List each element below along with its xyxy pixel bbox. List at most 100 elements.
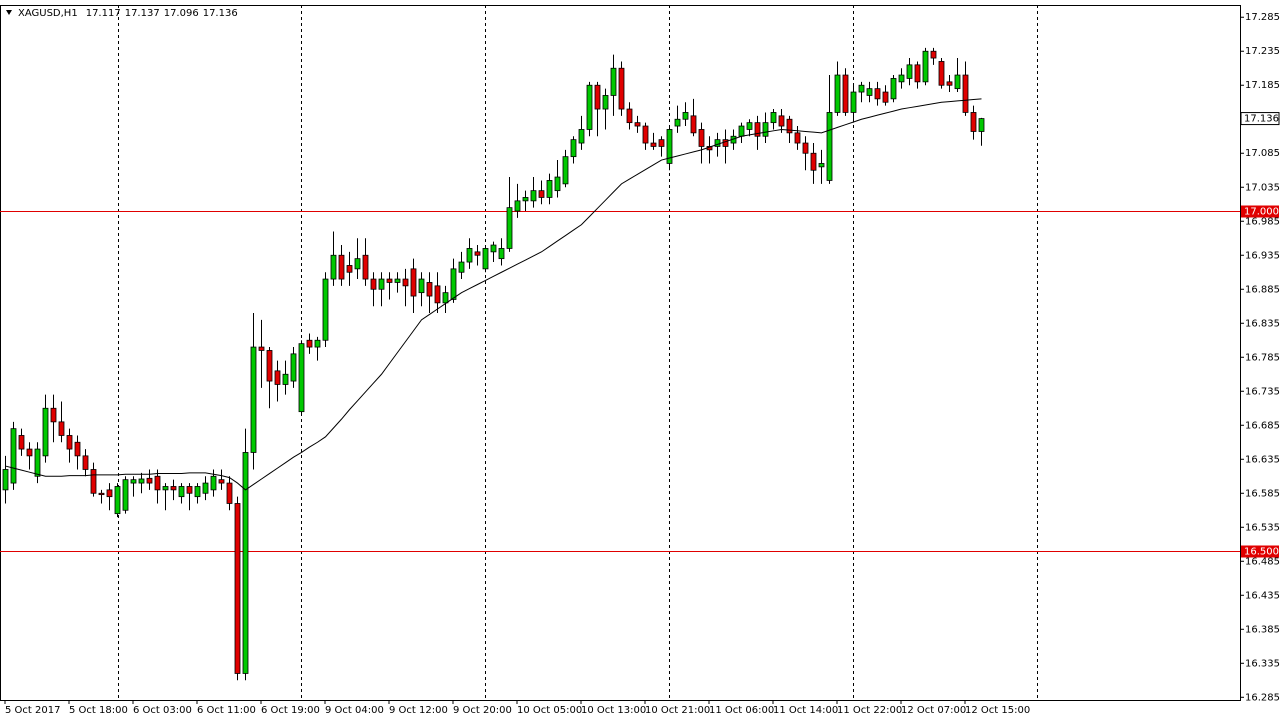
- candle-body: [754, 122, 761, 137]
- candle-body: [842, 74, 849, 113]
- candle-body: [682, 112, 689, 120]
- candle-body: [490, 244, 497, 253]
- candle-body: [18, 435, 25, 450]
- price-label-box: [1240, 112, 1280, 126]
- candle-body: [906, 64, 913, 79]
- x-tick-label: 12 Oct 07:00: [901, 705, 966, 716]
- candle-body: [858, 84, 865, 93]
- y-tick-label: 16.835: [1245, 318, 1280, 329]
- candle-body: [674, 118, 681, 127]
- candle-body: [938, 61, 945, 86]
- candle-body: [970, 112, 977, 132]
- price-label: 17.136: [1244, 114, 1279, 125]
- candle-body: [458, 261, 465, 273]
- y-tick-label: 17.085: [1245, 148, 1280, 159]
- candle-body: [650, 142, 657, 147]
- candle-body: [522, 197, 529, 202]
- candle-body: [530, 190, 537, 202]
- candle-body: [346, 265, 353, 273]
- candle-body: [882, 91, 889, 103]
- candle-body: [946, 81, 953, 86]
- candle-body: [914, 64, 921, 83]
- candle-body: [122, 479, 129, 511]
- candle-body: [314, 339, 321, 348]
- moving-average: [5, 98, 982, 491]
- candle-body: [106, 489, 113, 498]
- candle-body: [450, 268, 457, 300]
- candle-body: [210, 475, 217, 491]
- candle-body: [26, 448, 33, 457]
- x-tick-label: 6 Oct 11:00: [197, 705, 256, 716]
- candle-body: [810, 152, 817, 171]
- candle-body: [930, 50, 937, 59]
- candle-body: [42, 407, 49, 457]
- x-tick-label: 11 Oct 06:00: [709, 705, 774, 716]
- candle-body: [226, 482, 233, 504]
- candle-body: [834, 74, 841, 113]
- candle-body: [866, 88, 873, 96]
- candle-body: [426, 282, 433, 297]
- candle-body: [202, 482, 209, 494]
- candle-body: [74, 441, 81, 457]
- candle-body: [234, 503, 241, 674]
- y-tick-label: 16.985: [1245, 216, 1280, 227]
- candle-body: [90, 469, 97, 494]
- candle-body: [538, 190, 545, 198]
- level-label: 16.500: [1244, 547, 1279, 558]
- candle-body: [306, 339, 313, 348]
- candle-body: [258, 346, 265, 351]
- candle-body: [746, 122, 753, 130]
- candle-body: [874, 88, 881, 100]
- candle-body: [218, 479, 225, 484]
- candle-body: [826, 112, 833, 181]
- header-field: 17.136: [203, 8, 238, 19]
- candle-body: [586, 84, 593, 130]
- candle-body: [578, 129, 585, 144]
- candle-body: [698, 129, 705, 147]
- y-tick-label: 16.435: [1245, 590, 1280, 601]
- candle-body: [442, 292, 449, 304]
- header-field: XAGUSD,H1: [18, 8, 78, 19]
- candle-body: [186, 486, 193, 494]
- x-tick-label: 5 Oct 2017: [5, 705, 60, 716]
- x-tick-label: 11 Oct 14:00: [773, 705, 838, 716]
- candle-body: [786, 118, 793, 134]
- candle-body: [466, 248, 473, 263]
- x-tick-label: 10 Oct 13:00: [581, 705, 646, 716]
- level-label-box: [1241, 205, 1279, 218]
- candle-body: [82, 455, 89, 470]
- y-tick-label: 16.935: [1245, 250, 1280, 261]
- candle-body: [370, 278, 377, 290]
- x-tick-label: 6 Oct 03:00: [133, 705, 192, 716]
- candle-body: [338, 254, 345, 280]
- candle-body: [642, 125, 649, 144]
- candle-body: [322, 278, 329, 341]
- candle-body: [978, 118, 985, 132]
- x-tick-label: 9 Oct 20:00: [453, 705, 512, 716]
- candle-body: [250, 346, 257, 453]
- candle-body: [482, 248, 489, 270]
- candle-body: [626, 108, 633, 124]
- x-tick-label: 12 Oct 15:00: [965, 705, 1030, 716]
- header-field: 17.117: [86, 8, 121, 19]
- candle-body: [434, 285, 441, 304]
- candle-body: [546, 180, 553, 198]
- y-tick-label: 17.285: [1245, 12, 1280, 23]
- x-tick-label: 5 Oct 18:00: [69, 705, 128, 716]
- y-tick-label: 16.285: [1245, 692, 1280, 703]
- x-tick-label: 11 Oct 22:00: [837, 705, 902, 716]
- y-tick-label: 16.335: [1245, 658, 1280, 669]
- x-tick-label: 10 Oct 05:00: [517, 705, 582, 716]
- y-tick-label: 16.785: [1245, 352, 1280, 363]
- candle-body: [602, 95, 609, 110]
- candle-body: [898, 74, 905, 83]
- candle-body: [770, 112, 777, 124]
- candle-body: [170, 486, 177, 491]
- candle-body: [58, 421, 65, 436]
- candle-body: [266, 350, 273, 382]
- y-tick-label: 16.585: [1245, 488, 1280, 499]
- x-tick-label: 6 Oct 19:00: [261, 705, 320, 716]
- candle-body: [922, 50, 929, 83]
